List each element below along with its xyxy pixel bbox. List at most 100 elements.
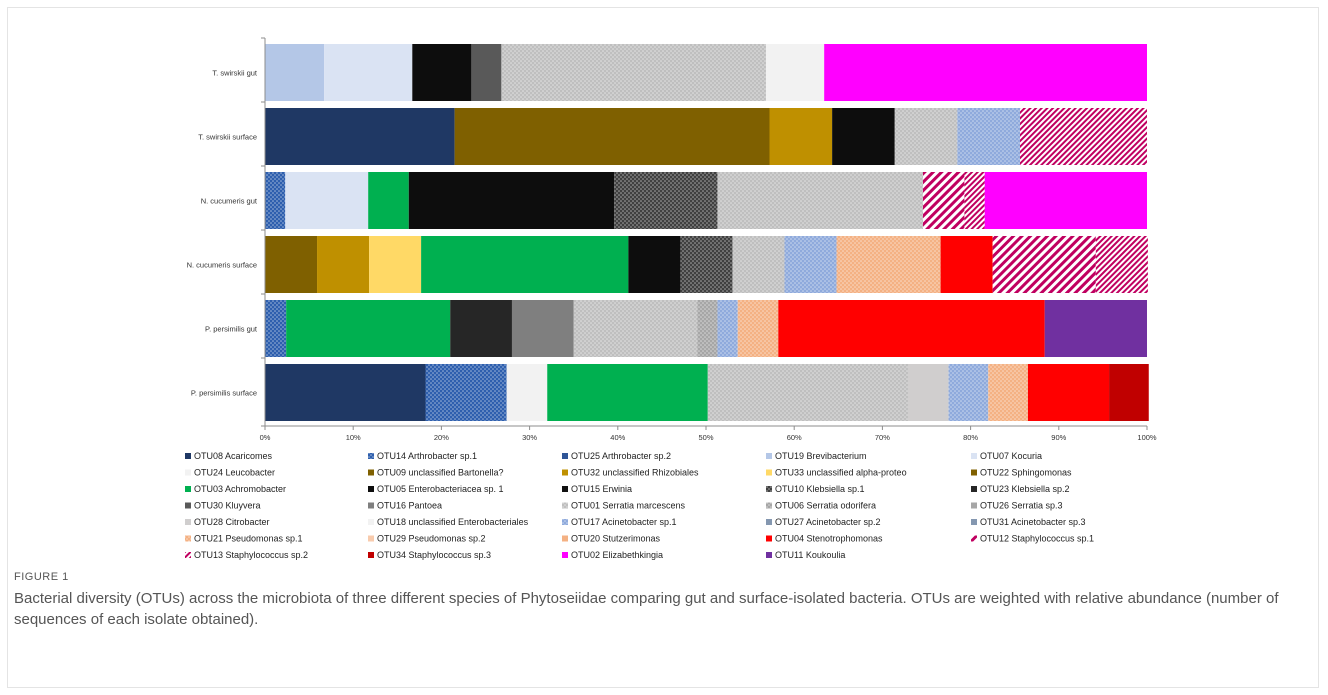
legend-label: OTU19 Brevibacterium: [775, 451, 867, 461]
legend-item-otu30-kluyvera: OTU30 Kluyvera: [185, 501, 261, 511]
stacked-bar-chart: T. swirskii gut T. swirskii surface N. cuc…: [185, 37, 1157, 560]
bar-segment-t-swirskii-surface-otu05-enterobacteriacea-sp-1: [832, 108, 895, 165]
legend-label: OTU20 Stutzerimonas: [571, 534, 661, 544]
legend-item-otu15-erwinia: OTU15 Erwinia: [562, 484, 632, 494]
legend-item-otu33-unclassified-alpha-proteo: OTU33 unclassified alpha-proteo: [766, 468, 907, 478]
legend-item-otu31-acinetobacter-sp-3: OTU31 Acinetobacter sp.3: [971, 517, 1086, 527]
legend-label: OTU03 Achromobacter: [194, 484, 286, 494]
legend-label: OTU33 unclassified alpha-proteo: [775, 468, 907, 478]
legend-swatch: [368, 486, 374, 492]
legend-swatch: [562, 469, 568, 476]
bar-segment-t-swirskii-surface-otu17-acinetobacter-sp-1: [957, 108, 1020, 165]
legend-label: OTU28 Citrobacter: [194, 517, 270, 527]
legend-item-otu23-klebsiella-sp-2: OTU23 Klebsiella sp.2: [971, 484, 1070, 494]
legend-label: OTU04 Stenotrophomonas: [775, 534, 883, 544]
bar-segment-n-cucumeris-surface-otu04-stenotrophomonas: [940, 236, 993, 293]
bar-segment-t-swirskii-surface-otu01-serratia-marcescens: [894, 108, 958, 165]
legend-item-otu17-acinetobacter-sp-1: OTU17 Acinetobacter sp.1: [562, 517, 677, 527]
legend-label: OTU25 Arthrobacter sp.2: [571, 451, 671, 461]
bar-segment-p-persimilis-surface-otu01-serratia-marcescens: [707, 364, 908, 421]
legend-label: OTU31 Acinetobacter sp.3: [980, 517, 1086, 527]
x-tick-label: 90%: [1051, 433, 1066, 442]
legend-item-otu01-serratia-marcescens: OTU01 Serratia marcescens: [562, 501, 686, 511]
x-tick-label: 30%: [522, 433, 537, 442]
legend-swatch: [766, 469, 772, 476]
legend-item-otu11-koukoulia: OTU11 Koukoulia: [766, 550, 845, 560]
bar-segment-p-persimilis-surface-otu34-staphylococcus-sp-3: [1109, 364, 1149, 421]
legend-swatch: [971, 519, 977, 525]
bar-segment-p-persimilis-gut-otu11-koukoulia: [1044, 300, 1147, 357]
legend-label: OTU13 Staphylococcus sp.2: [194, 550, 308, 560]
legend-swatch: [971, 469, 977, 476]
bar-segment-p-persimilis-gut-otu04-stenotrophomonas: [778, 300, 1045, 357]
legend-label: OTU32 unclassified Rhizobiales: [571, 468, 699, 478]
x-tick-label: 40%: [610, 433, 625, 442]
legend-label: OTU02 Elizabethkingia: [571, 550, 663, 560]
bar-segment-t-swirskii-gut-otu05-enterobacteriacea-sp-1: [412, 44, 472, 101]
legend-item-otu21-pseudomonas-sp-1: OTU21 Pseudomonas sp.1: [185, 534, 303, 544]
legend-label: OTU06 Serratia odorifera: [775, 501, 876, 511]
legend-swatch: [766, 453, 772, 459]
legend-swatch: [766, 486, 772, 492]
bar-segment-p-persimilis-gut-otu03-achromobacter: [286, 300, 451, 357]
bar-segment-t-swirskii-gut-otu19-brevibacterium: [265, 44, 325, 101]
legend-swatch: [971, 486, 977, 492]
legend-item-otu19-brevibacterium: OTU19 Brevibacterium: [766, 451, 867, 461]
legend-swatch: [766, 535, 772, 542]
legend-item-otu16-pantoea: OTU16 Pantoea: [368, 501, 442, 511]
legend-label: OTU05 Enterobacteriacea sp. 1: [377, 484, 504, 494]
legend-item-otu18-unclassified-enterobacteriales: OTU18 unclassified Enterobacteriales: [368, 517, 529, 527]
legend-swatch: [766, 519, 772, 525]
bar-segment-n-cucumeris-surface-otu17-acinetobacter-sp-1: [784, 236, 837, 293]
bar-segment-t-swirskii-gut-otu07-kocuria: [324, 44, 413, 101]
legend-item-otu25-arthrobacter-sp-2: OTU25 Arthrobacter sp.2: [562, 451, 671, 461]
category-label: N. cucumeris gut: [201, 197, 258, 206]
legend-swatch: [185, 453, 191, 459]
bar-segment-t-swirskii-gut-otu02-elizabethkingia: [824, 44, 1147, 101]
bar-segment-t-swirskii-gut-otu18-unclassified-enterobacteriales: [765, 44, 825, 101]
legend-swatch: [368, 552, 374, 558]
category-label: P. persimilis surface: [191, 389, 257, 398]
bar-segment-p-persimilis-gut-otu16-pantoea: [511, 300, 574, 357]
legend-swatch: [766, 552, 772, 558]
legend-label: OTU17 Acinetobacter sp.1: [571, 517, 677, 527]
x-tick-label: 0%: [260, 433, 271, 442]
category-label: T. swirskii gut: [212, 69, 258, 78]
legend-label: OTU30 Kluyvera: [194, 501, 261, 511]
bar-segment-n-cucumeris-gut-otu02-elizabethkingia: [984, 172, 1147, 229]
category-label: N. cucumeris surface: [187, 261, 257, 270]
legend-swatch: [562, 535, 568, 542]
bar-segment-p-persimilis-surface-otu17-acinetobacter-sp-1: [948, 364, 989, 421]
legend-swatch: [185, 535, 191, 542]
legend-item-otu02-elizabethkingia: OTU02 Elizabethkingia: [562, 550, 663, 560]
legend-item-otu27-acinetobacter-sp-2: OTU27 Acinetobacter sp.2: [766, 517, 881, 527]
legend-label: OTU22 Sphingomonas: [980, 468, 1072, 478]
bar-segment-p-persimilis-surface-otu28-citrobacter: [907, 364, 949, 421]
bar-segment-n-cucumeris-surface-otu33-unclassified-alpha-proteo: [369, 236, 422, 293]
bar-segment-t-swirskii-surface-otu32-unclassified-rhizobiales: [769, 108, 833, 165]
bar-segment-p-persimilis-gut-otu06-serratia-odorifera: [697, 300, 718, 357]
legend-item-otu08-acaricomes: OTU08 Acaricomes: [185, 451, 273, 461]
legend-item-otu05-enterobacteriacea-sp-1: OTU05 Enterobacteriacea sp. 1: [368, 484, 504, 494]
figure-caption: Bacterial diversity (OTUs) across the mi…: [14, 590, 1279, 628]
legend-swatch: [562, 453, 568, 459]
legend-label: OTU27 Acinetobacter sp.2: [775, 517, 881, 527]
figure-label: FIGURE 1: [14, 571, 69, 583]
legend-swatch: [185, 552, 191, 558]
legend-label: OTU24 Leucobacter: [194, 468, 275, 478]
legend-swatch: [971, 535, 977, 542]
bar-segment-p-persimilis-surface-otu08-acaricomes: [265, 364, 426, 421]
bar-segment-n-cucumeris-surface-otu01-serratia-marcescens: [732, 236, 785, 293]
legend-label: OTU26 Serratia sp.3: [980, 501, 1063, 511]
bar-segment-p-persimilis-gut-otu01-serratia-marcescens: [573, 300, 698, 357]
legend-swatch: [185, 486, 191, 492]
legend-label: OTU16 Pantoea: [377, 501, 442, 511]
bar-segment-n-cucumeris-surface-otu03-achromobacter: [421, 236, 629, 293]
legend-item-otu12-staphylococcus-sp-1: OTU12 Staphylococcus sp.1: [971, 534, 1094, 544]
legend-item-otu32-unclassified-rhizobiales: OTU32 unclassified Rhizobiales: [562, 468, 699, 478]
legend-swatch: [766, 502, 772, 509]
legend-label: OTU12 Staphylococcus sp.1: [980, 534, 1094, 544]
legend-item-otu07-kocuria: OTU07 Kocuria: [971, 451, 1042, 461]
figure-frame: [7, 7, 1319, 688]
x-tick-label: 70%: [875, 433, 890, 442]
